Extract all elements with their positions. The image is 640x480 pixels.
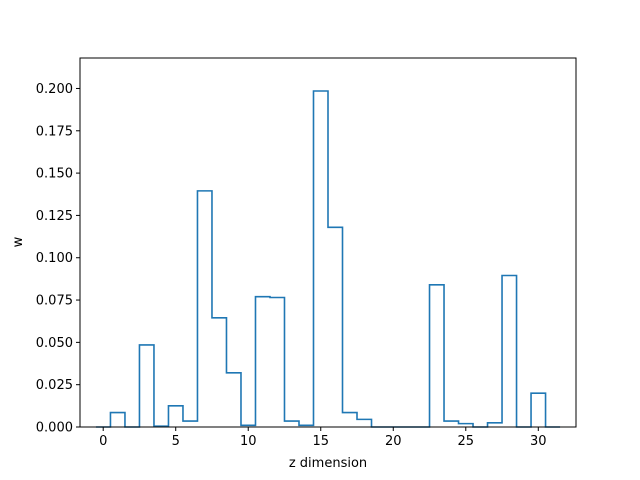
plot-frame (79, 57, 577, 428)
y-tick-label: 0.075 (36, 294, 73, 309)
x-tick-label: 30 (530, 434, 547, 449)
x-tick-label: 20 (385, 434, 402, 449)
y-axis-label: w (11, 236, 26, 247)
x-tick-label: 15 (312, 434, 329, 449)
y-tick-label: 0.100 (36, 251, 73, 266)
y-tick-label: 0.200 (36, 82, 73, 97)
x-axis: 0 5 10 15 20 25 30 (99, 427, 547, 449)
y-tick-label: 0.125 (36, 209, 73, 224)
x-tick-label: 10 (240, 434, 257, 449)
x-tick-label: 25 (458, 434, 475, 449)
x-tick-label: 5 (172, 434, 180, 449)
y-tick-label: 0.150 (36, 167, 73, 182)
y-tick-label: 0.000 (36, 421, 73, 436)
y-tick-label: 0.025 (36, 378, 73, 393)
x-tick-label: 0 (99, 434, 107, 449)
y-axis: 0.000 0.025 0.050 0.075 0.100 0.125 0.150 0.175… (36, 82, 80, 436)
y-tick-label: 0.050 (36, 336, 73, 351)
x-axis-label: z dimension (289, 456, 367, 471)
y-tick-label: 0.175 (36, 124, 73, 139)
